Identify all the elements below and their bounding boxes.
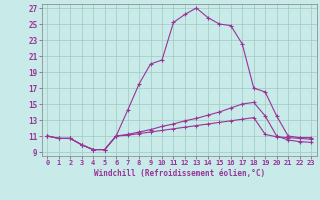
X-axis label: Windchill (Refroidissement éolien,°C): Windchill (Refroidissement éolien,°C) xyxy=(94,169,265,178)
